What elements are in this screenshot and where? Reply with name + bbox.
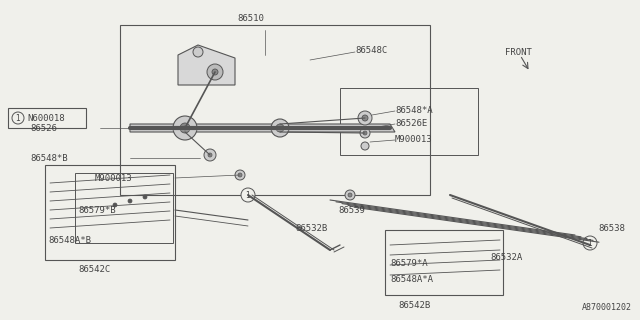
Text: 86542C: 86542C [78,266,110,275]
Text: 86548A*B: 86548A*B [48,236,91,244]
Circle shape [271,119,289,137]
Circle shape [193,47,203,57]
Circle shape [128,199,132,203]
Circle shape [363,131,367,135]
Circle shape [358,111,372,125]
Text: A870001202: A870001202 [582,303,632,312]
Circle shape [180,123,190,133]
Text: 86548A*A: 86548A*A [390,276,433,284]
Circle shape [362,115,368,121]
Text: 86526: 86526 [30,124,57,132]
Text: 1: 1 [588,238,593,247]
Polygon shape [178,45,235,85]
Circle shape [208,153,212,157]
Bar [45,165,175,260]
Circle shape [361,142,369,150]
Circle shape [235,170,245,180]
Text: 86579*A: 86579*A [390,260,428,268]
Circle shape [360,128,370,138]
Bar [75,173,173,243]
Text: N600018: N600018 [27,114,65,123]
Polygon shape [130,124,395,132]
Circle shape [207,64,223,80]
Text: 86532A: 86532A [490,253,522,262]
Text: M900013: M900013 [95,173,132,182]
Circle shape [238,173,242,177]
Text: 86542B: 86542B [398,300,430,309]
Circle shape [143,195,147,199]
Text: 86539: 86539 [338,205,365,214]
Text: 86548C: 86548C [355,45,387,54]
Text: 1: 1 [15,114,20,123]
Text: 86532B: 86532B [295,223,327,233]
Bar [340,88,478,155]
Text: 86510: 86510 [237,13,264,22]
Circle shape [183,126,187,130]
Circle shape [583,236,597,250]
Circle shape [12,112,24,124]
Text: 86579*B: 86579*B [78,205,116,214]
Circle shape [113,203,117,207]
Circle shape [212,69,218,75]
Text: 86538: 86538 [598,223,625,233]
Circle shape [276,124,284,132]
Bar [8,108,86,128]
Text: 1: 1 [246,190,250,199]
Circle shape [204,149,216,161]
Text: M900013: M900013 [395,134,433,143]
Bar [120,25,430,195]
Circle shape [348,193,352,197]
Bar [385,230,503,295]
Text: 86548*A: 86548*A [395,106,433,115]
Text: 86526E: 86526E [395,118,428,127]
Circle shape [241,188,255,202]
Text: FRONT: FRONT [505,47,532,57]
Text: 86548*B: 86548*B [30,154,68,163]
Circle shape [345,190,355,200]
Circle shape [173,116,197,140]
